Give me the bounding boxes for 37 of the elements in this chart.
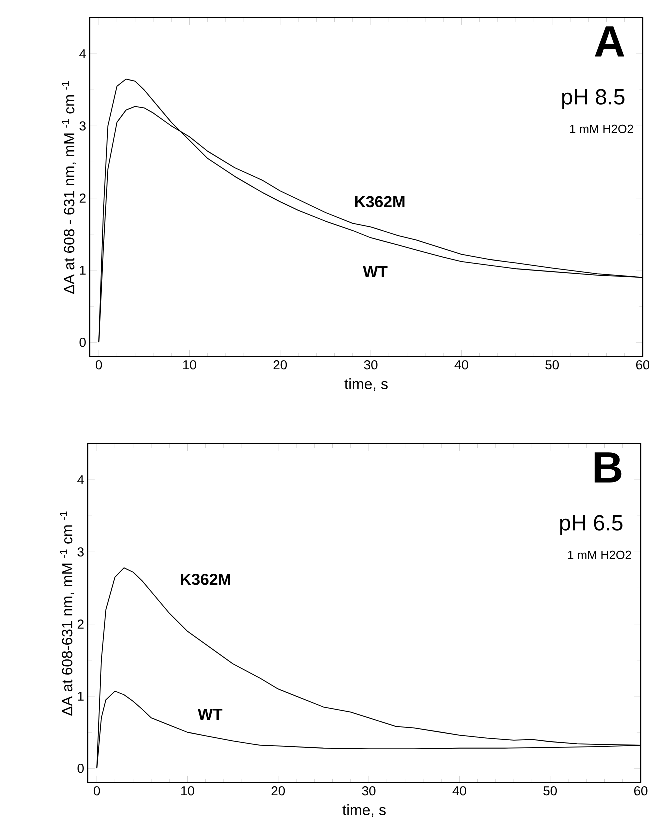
- annotation: pH 6.5: [560, 515, 623, 536]
- y-tick-label: 0: [78, 764, 84, 774]
- x-axis-title: time, s: [342, 804, 386, 818]
- x-tick-label: 0: [96, 360, 102, 370]
- annotation: B: [594, 452, 622, 483]
- y-tick-label: 4: [78, 476, 84, 485]
- y-tick-label: 2: [80, 194, 86, 203]
- x-tick-label: 50: [546, 360, 560, 370]
- annotation: A: [595, 26, 624, 57]
- y-tick-label: 0: [80, 338, 86, 348]
- x-tick-label: 30: [364, 360, 378, 370]
- series-label: WT: [198, 708, 223, 720]
- annotation: pH 8.5: [562, 89, 625, 110]
- x-axis-title: time, s: [344, 378, 388, 392]
- x-tick-label: 20: [274, 360, 288, 370]
- x-tick-label: 40: [454, 360, 468, 370]
- series-label: WT: [363, 266, 388, 278]
- y-tick-label: 4: [80, 50, 86, 59]
- y-tick-label: 1: [80, 266, 86, 275]
- x-tick-label: 10: [182, 786, 194, 796]
- x-tick-label: 20: [272, 786, 286, 796]
- y-tick-label: 3: [80, 122, 86, 131]
- y-axis-title: ΔA at 608-631 nm, mM $^{-1}$ cm $^{-1}$: [60, 512, 74, 716]
- x-tick-label: 10: [184, 360, 196, 370]
- y-tick-label: 2: [78, 620, 84, 629]
- y-tick-label: 3: [78, 548, 84, 557]
- annotation: 1 mM H2O2: [568, 550, 632, 560]
- y-axis-title: ΔA at 608 - 631 nm, mM $^{-1}$ cm $^{-1}$: [62, 82, 76, 294]
- series-label: K362M: [355, 196, 405, 208]
- x-tick-label: 30: [362, 786, 376, 796]
- x-tick-label: 0: [94, 786, 100, 796]
- series-label: K362M: [181, 574, 230, 586]
- x-tick-label: 40: [452, 786, 466, 796]
- x-tick-label: 60: [634, 786, 648, 796]
- x-tick-label: 50: [544, 786, 558, 796]
- y-tick-label: 1: [78, 692, 84, 701]
- annotation: 1 mM H2O2: [570, 124, 634, 134]
